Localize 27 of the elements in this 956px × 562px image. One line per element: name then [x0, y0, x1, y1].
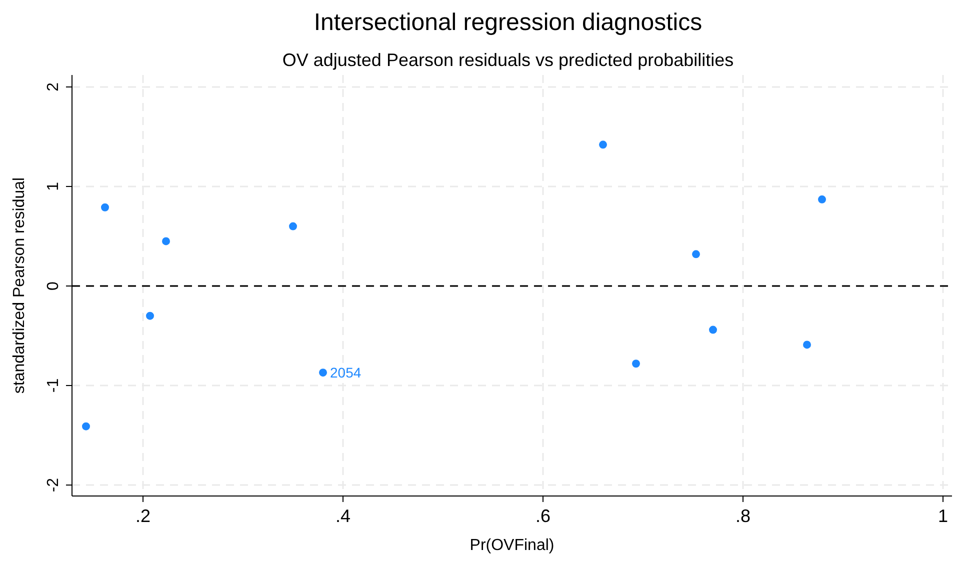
y-tick-label: 0	[45, 281, 62, 290]
point	[599, 140, 607, 149]
x-tick-label: 1	[938, 506, 948, 526]
y-tick-label: -1	[45, 378, 62, 393]
y-tick-label: 2	[45, 82, 62, 92]
x-axis-title: Pr(OVFinal)	[470, 537, 554, 554]
chart-title: Intersectional regression diagnostics	[314, 9, 702, 36]
x-tick-label: .2	[135, 506, 151, 526]
y-tick-label: 1	[45, 182, 62, 191]
y-axis-title: standardized Pearson residual	[11, 177, 28, 394]
point	[162, 237, 170, 246]
x-tick-label: .6	[535, 506, 551, 526]
x-tick-label: .4	[335, 506, 351, 526]
point	[101, 203, 109, 212]
point	[146, 312, 154, 320]
point	[692, 250, 700, 258]
point	[289, 222, 297, 230]
point	[803, 340, 811, 349]
point	[319, 368, 327, 377]
y-tick-label: -2	[45, 478, 62, 492]
x-tick-label: .8	[735, 506, 751, 526]
point	[818, 195, 826, 204]
chart-subtitle: OV adjusted Pearson residuals vs predicted probabilities	[282, 50, 734, 70]
annotation: 2054	[330, 364, 362, 381]
point	[632, 360, 640, 368]
point	[82, 422, 90, 430]
point	[709, 326, 717, 334]
